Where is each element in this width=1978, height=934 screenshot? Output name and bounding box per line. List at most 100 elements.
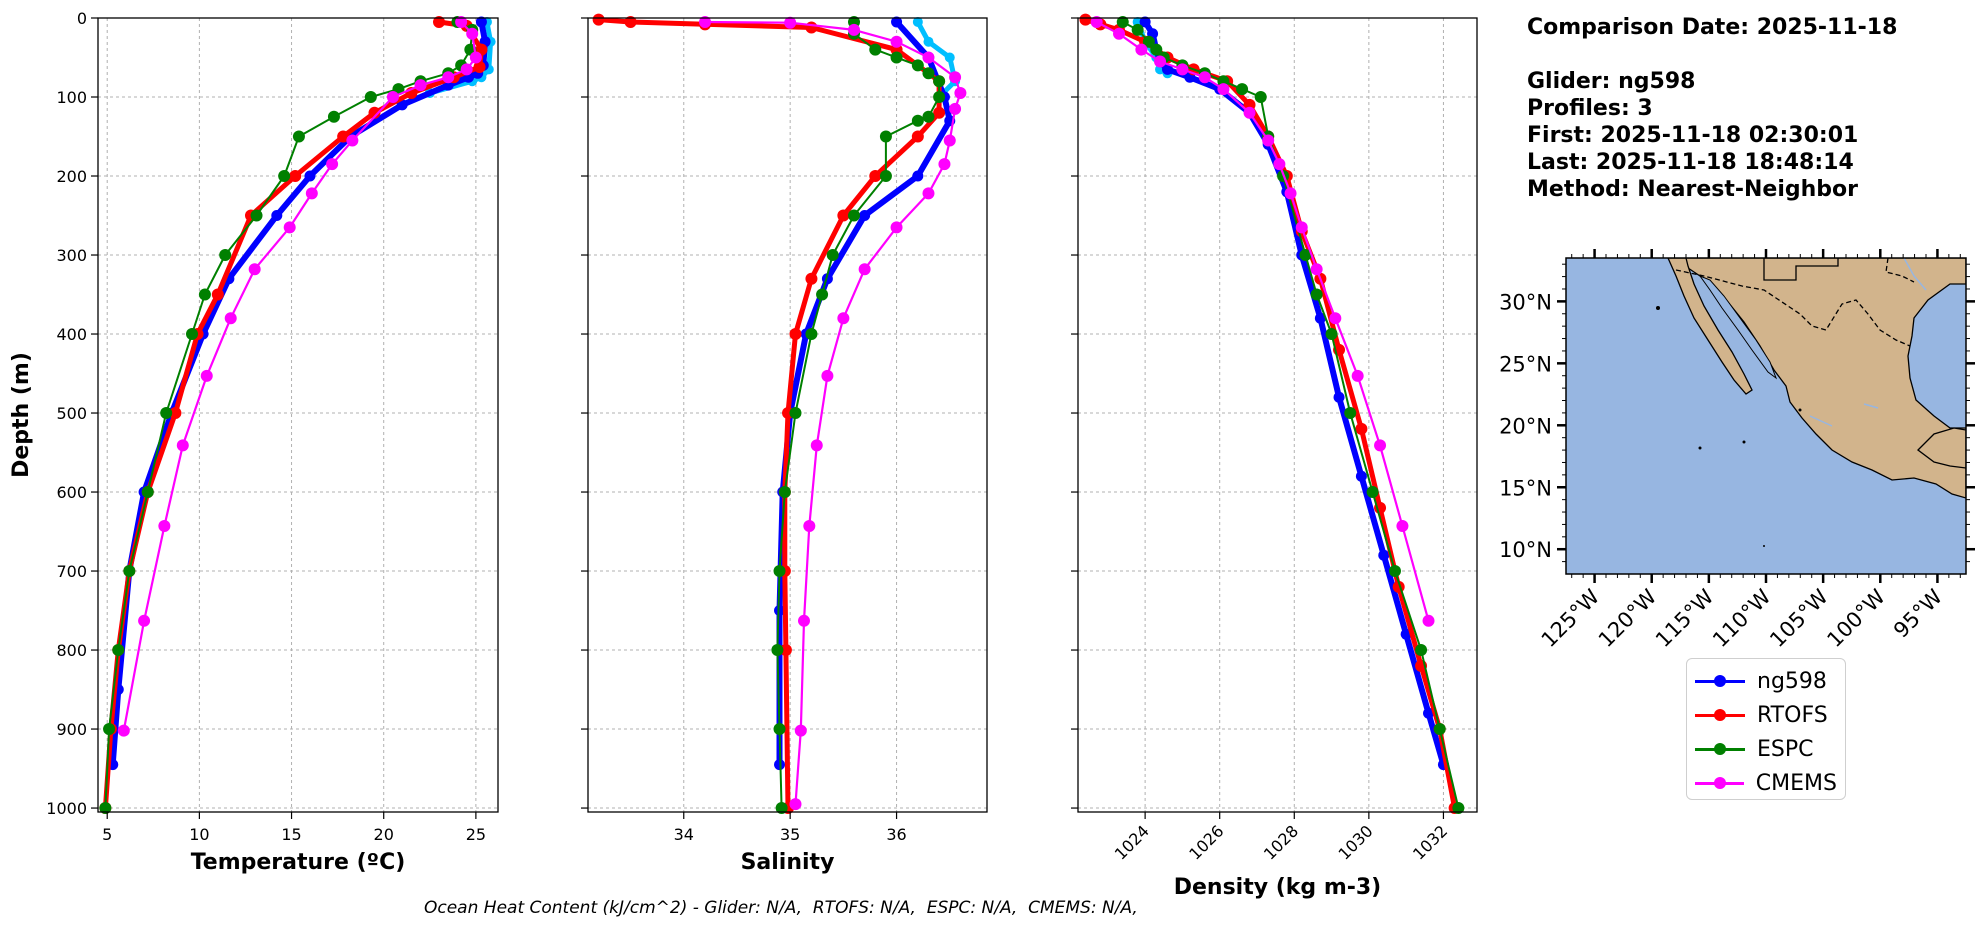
map-lon-label: 115°W — [1651, 584, 1719, 652]
data-point-espc — [1344, 407, 1357, 420]
data-point-ng598 — [475, 16, 487, 28]
series-line-espc — [104, 21, 474, 809]
data-point-rtofs — [592, 13, 605, 26]
data-point-ng598 — [1378, 549, 1390, 561]
data-point-rtofs — [624, 15, 637, 28]
legend-label: CMEMS — [1755, 770, 1837, 796]
legend-item-cmems: CMEMS — [1695, 766, 1837, 800]
data-point-cmems — [469, 51, 482, 64]
map-island — [1742, 440, 1746, 444]
data-point-espc — [123, 565, 136, 578]
data-point-cmems — [938, 158, 951, 171]
data-point-espc — [1452, 802, 1465, 815]
x-tick-label: 1030 — [1334, 821, 1376, 863]
data-point-rtofs — [789, 328, 802, 341]
legend: ng598 RTOFS ESPC CMEMS — [1686, 658, 1846, 800]
x-tick-label: 15 — [281, 825, 301, 844]
temperature-panel: 5 10 15 20 25 0 100 200 300 400 500 600 700 800 900 100… — [9, 9, 499, 875]
x-tick-label: 36 — [886, 825, 906, 844]
y-tick-label: 900 — [56, 720, 87, 739]
legend-label: RTOFS — [1757, 702, 1828, 728]
data-point-espc — [99, 802, 112, 815]
data-point-cmems — [949, 71, 962, 84]
data-point-ng598 — [1355, 470, 1367, 482]
data-point-espc — [1299, 249, 1312, 262]
map-lon-label: 125°W — [1537, 584, 1605, 652]
map-lon-label: 105°W — [1765, 584, 1833, 652]
y-tick-label: 100 — [56, 88, 87, 107]
data-point-cmems — [1113, 27, 1126, 40]
data-point-cmems — [789, 798, 802, 811]
map-lon-label: 100°W — [1822, 584, 1890, 652]
data-point-espc — [1366, 486, 1379, 499]
series-group — [99, 15, 496, 815]
map-lon-label: 110°W — [1708, 584, 1776, 652]
data-point-cmems — [158, 520, 171, 533]
data-point-cmems — [414, 79, 427, 92]
data-point-cmems — [810, 439, 823, 452]
data-point-espc — [141, 486, 154, 499]
data-point-cmems — [1243, 106, 1256, 119]
data-point-cmems — [1329, 312, 1342, 325]
profile-count: Profiles: 3 — [1527, 96, 1653, 121]
legend-item-ng598: ng598 — [1695, 664, 1837, 698]
data-point-cmems — [466, 27, 479, 40]
data-point-espc — [933, 91, 946, 104]
series-line-espc — [1122, 21, 1460, 809]
data-point-cmems — [1422, 614, 1435, 627]
data-point-glider-2 — [923, 36, 934, 47]
data-point-rtofs — [169, 407, 182, 420]
data-point-cmems — [1284, 187, 1297, 200]
data-point-espc — [1433, 723, 1446, 736]
x-axis-label: Temperature (ºC) — [191, 850, 406, 875]
data-point-espc — [869, 43, 882, 56]
comparison-date: Comparison Date: 2025-11-18 — [1527, 15, 1898, 40]
data-point-espc — [292, 130, 305, 143]
legend-swatch — [1695, 739, 1745, 759]
x-tick-label: 1028 — [1260, 821, 1302, 863]
map-island — [1656, 306, 1660, 310]
data-point-espc — [364, 91, 377, 104]
data-point-espc — [773, 565, 786, 578]
map-lat-label: 15°N — [1499, 476, 1552, 500]
y-tick-label: 400 — [56, 325, 87, 344]
first-time: First: 2025-11-18 02:30:01 — [1527, 123, 1859, 148]
data-point-espc — [771, 644, 784, 657]
data-point-cmems — [176, 439, 189, 452]
data-point-espc — [1131, 23, 1144, 36]
map-island — [1763, 545, 1765, 547]
data-point-glider-2 — [944, 52, 955, 63]
x-axis-label: Density (kg m-3) — [1174, 875, 1382, 900]
y-tick-label: 600 — [56, 483, 87, 502]
data-point-cmems — [943, 134, 956, 147]
series-group — [592, 13, 967, 815]
data-point-rtofs — [473, 60, 486, 73]
data-point-cmems — [117, 724, 130, 737]
data-point-ng598 — [304, 170, 316, 182]
data-point-espc — [922, 67, 935, 80]
data-point-espc — [775, 802, 788, 815]
data-point-rtofs — [869, 170, 882, 183]
series-line-cmems — [122, 21, 477, 731]
data-point-espc — [112, 644, 125, 657]
y-tick-label: 500 — [56, 404, 87, 423]
axes-frame — [97, 17, 499, 813]
data-point-cmems — [1176, 63, 1189, 76]
data-point-cmems — [922, 187, 935, 200]
y-tick-label: 800 — [56, 641, 87, 660]
data-point-cmems — [848, 23, 860, 36]
method: Method: Nearest-Neighbor — [1527, 177, 1858, 202]
data-point-espc — [879, 170, 892, 183]
y-tick-label: 200 — [56, 167, 87, 186]
x-tick-label: 1032 — [1409, 821, 1451, 863]
data-point-espc — [922, 110, 935, 123]
data-point-cmems — [837, 312, 850, 325]
data-point-espc — [1150, 43, 1163, 56]
data-point-cmems — [138, 614, 151, 627]
data-point-rtofs — [368, 106, 381, 119]
data-point-espc — [1236, 83, 1249, 96]
data-point-espc — [911, 59, 924, 72]
data-point-espc — [1388, 565, 1401, 578]
legend-item-rtofs: RTOFS — [1695, 698, 1837, 732]
x-tick-label: 1024 — [1111, 821, 1153, 863]
